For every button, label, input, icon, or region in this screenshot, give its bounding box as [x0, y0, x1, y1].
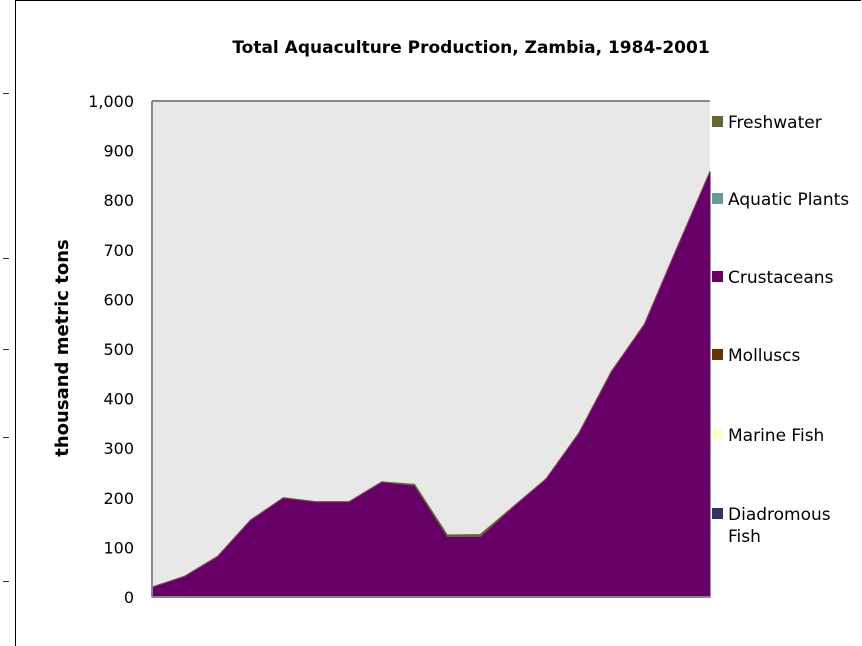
y-tick-label: 500	[103, 340, 134, 359]
y-tick-label: 700	[103, 241, 134, 260]
legend-swatch	[712, 349, 723, 360]
legend-label: Molluscs	[728, 346, 801, 366]
edge-tick-mark	[3, 581, 9, 582]
edge-tick-mark	[3, 93, 9, 94]
y-tick-label: 0	[124, 588, 134, 607]
chart-frame	[15, 0, 861, 646]
legend-label: Crustaceans	[728, 268, 834, 288]
legend-swatch	[712, 508, 723, 519]
y-tick-label: 600	[103, 290, 134, 309]
edge-tick-mark	[3, 258, 9, 259]
y-tick-label: 1,000	[88, 92, 134, 111]
legend-swatch	[712, 116, 723, 127]
y-tick-label: 400	[103, 390, 134, 409]
chart-title: Total Aquaculture Production, Zambia, 19…	[232, 38, 709, 58]
area-freshwater	[151, 171, 711, 588]
legend-label: Diadromous Fish	[728, 505, 831, 547]
legend-label: Aquatic Plants	[728, 190, 850, 210]
legend-swatch	[712, 271, 723, 282]
y-tick-label: 900	[103, 142, 134, 161]
edge-tick-mark	[3, 349, 9, 350]
legend-swatch	[712, 429, 723, 440]
y-tick-label: 300	[103, 439, 134, 458]
legend-item: Aquatic Plants	[712, 189, 853, 211]
legend-item: Freshwater	[712, 112, 853, 134]
legend-label: Marine Fish	[728, 426, 825, 446]
edge-tick-mark	[3, 437, 9, 438]
legend-item: Marine Fish	[712, 425, 853, 447]
y-tick-label: 200	[103, 489, 134, 508]
legend-swatch	[712, 193, 723, 204]
legend-item: Crustaceans	[712, 267, 853, 289]
legend-label: Freshwater	[728, 113, 822, 133]
y-tick-label: 100	[103, 538, 134, 557]
legend-item: Molluscs	[712, 345, 853, 367]
y-tick-label: 800	[103, 191, 134, 210]
legend-item: Diadromous Fish	[712, 504, 853, 548]
y-axis-label: thousand metric tons	[52, 239, 73, 456]
